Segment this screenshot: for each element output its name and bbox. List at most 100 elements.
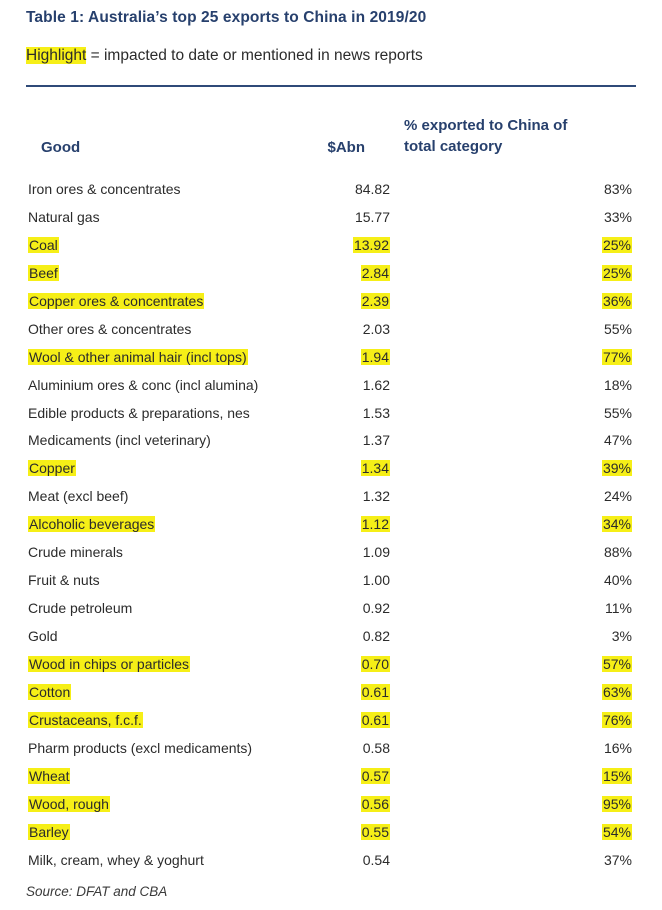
percent-cell: 36% xyxy=(602,293,632,309)
good-cell: Natural gas xyxy=(28,209,100,225)
value-cell: 1.94 xyxy=(361,349,390,365)
good-cell: Edible products & preparations, nes xyxy=(28,405,250,421)
percent-cell-text: 54% xyxy=(602,824,632,840)
good-cell: Wool & other animal hair (incl tops) xyxy=(28,349,248,365)
column-header-percent-line2: total category xyxy=(404,136,567,157)
value-cell-text: 0.61 xyxy=(361,712,390,728)
table-row: Copper 1.34 39% xyxy=(26,455,636,483)
value-cell-text: 1.53 xyxy=(363,405,390,421)
good-cell-text: Other ores & concentrates xyxy=(28,321,191,337)
table-row: Meat (excl beef) 1.32 24% xyxy=(26,483,636,511)
good-cell-text: Barley xyxy=(28,824,70,840)
table-row: Medicaments (incl veterinary) 1.37 47% xyxy=(26,427,636,455)
percent-cell: 76% xyxy=(602,712,632,728)
percent-cell: 15% xyxy=(602,768,632,784)
value-cell-text: 1.09 xyxy=(363,544,390,560)
good-cell: Meat (excl beef) xyxy=(28,488,128,504)
value-cell: 0.92 xyxy=(363,600,390,616)
value-cell: 1.53 xyxy=(363,405,390,421)
good-cell-text: Cotton xyxy=(28,684,71,700)
percent-cell-text: 11% xyxy=(605,600,632,616)
good-cell: Aluminium ores & conc (incl alumina) xyxy=(28,377,258,393)
good-cell-text: Crude petroleum xyxy=(28,600,132,616)
good-cell: Iron ores & concentrates xyxy=(28,181,181,197)
percent-cell-text: 15% xyxy=(602,768,632,784)
percent-cell: 3% xyxy=(612,628,632,644)
good-cell-text: Natural gas xyxy=(28,209,100,225)
good-cell: Crude petroleum xyxy=(28,600,132,616)
value-cell-text: 84.82 xyxy=(355,181,390,197)
good-cell-text: Wood, rough xyxy=(28,796,110,812)
value-cell: 1.09 xyxy=(363,544,390,560)
percent-cell: 16% xyxy=(604,740,632,756)
good-cell: Copper xyxy=(28,460,76,476)
percent-cell-text: 33% xyxy=(604,209,632,225)
value-cell: 0.82 xyxy=(363,628,390,644)
value-cell: 84.82 xyxy=(355,181,390,197)
table-row: Fruit & nuts 1.00 40% xyxy=(26,567,636,595)
value-cell-text: 2.84 xyxy=(361,265,390,281)
percent-cell: 39% xyxy=(602,460,632,476)
good-cell: Coal xyxy=(28,237,59,253)
percent-cell-text: 55% xyxy=(604,405,632,421)
value-cell: 0.58 xyxy=(363,740,390,756)
good-cell-text: Meat (excl beef) xyxy=(28,488,128,504)
highlight-swatch-label: Highlight xyxy=(26,47,86,64)
percent-cell: 54% xyxy=(602,824,632,840)
exports-table: Iron ores & concentrates 84.82 83% Natural … xyxy=(26,176,636,874)
value-cell: 15.77 xyxy=(355,209,390,225)
good-cell-text: Edible products & preparations, nes xyxy=(28,405,250,421)
good-cell-text: Aluminium ores & conc (incl alumina) xyxy=(28,377,258,393)
legend-description: = impacted to date or mentioned in news … xyxy=(86,47,422,64)
good-cell: Medicaments (incl veterinary) xyxy=(28,432,211,448)
column-header-percent-line1: % exported to China of xyxy=(404,115,567,136)
good-cell: Barley xyxy=(28,824,70,840)
value-cell: 1.37 xyxy=(363,432,390,448)
table-row: Aluminium ores & conc (incl alumina) 1.62… xyxy=(26,372,636,400)
good-cell-text: Pharm products (excl medicaments) xyxy=(28,740,252,756)
percent-cell-text: 88% xyxy=(604,544,632,560)
percent-cell-text: 83% xyxy=(604,181,632,197)
value-cell: 2.03 xyxy=(363,321,390,337)
value-cell-text: 1.94 xyxy=(361,349,390,365)
percent-cell-text: 39% xyxy=(602,460,632,476)
value-cell: 0.70 xyxy=(361,656,390,672)
good-cell: Milk, cream, whey & yoghurt xyxy=(28,852,204,868)
good-cell: Crude minerals xyxy=(28,544,123,560)
good-cell: Crustaceans, f.c.f. xyxy=(28,712,143,728)
good-cell-text: Coal xyxy=(28,237,59,253)
highlight-legend: Highlight = impacted to date or mentione… xyxy=(26,47,423,65)
percent-cell-text: 37% xyxy=(604,852,632,868)
percent-cell-text: 47% xyxy=(604,432,632,448)
good-cell-text: Gold xyxy=(28,628,58,644)
table-row: Natural gas 15.77 33% xyxy=(26,204,636,232)
good-cell: Copper ores & concentrates xyxy=(28,293,204,309)
table-row: Other ores & concentrates 2.03 55% xyxy=(26,316,636,344)
table-title: Table 1: Australia’s top 25 exports to C… xyxy=(26,9,426,27)
percent-cell-text: 57% xyxy=(602,656,632,672)
good-cell: Fruit & nuts xyxy=(28,572,100,588)
percent-cell: 25% xyxy=(602,237,632,253)
value-cell-text: 0.82 xyxy=(363,628,390,644)
value-cell: 0.54 xyxy=(363,852,390,868)
value-cell-text: 0.55 xyxy=(361,824,390,840)
percent-cell: 77% xyxy=(602,349,632,365)
percent-cell-text: 18% xyxy=(604,377,632,393)
value-cell-text: 13.92 xyxy=(353,237,390,253)
value-cell: 2.39 xyxy=(361,293,390,309)
good-cell: Wood in chips or particles xyxy=(28,656,190,672)
good-cell: Beef xyxy=(28,265,59,281)
percent-cell-text: 36% xyxy=(602,293,632,309)
good-cell: Wheat xyxy=(28,768,70,784)
percent-cell: 40% xyxy=(604,572,632,588)
good-cell-text: Alcoholic beverages xyxy=(28,516,155,532)
percent-cell-text: 55% xyxy=(604,321,632,337)
value-cell: 0.61 xyxy=(361,712,390,728)
value-cell-text: 0.61 xyxy=(361,684,390,700)
good-cell-text: Copper ores & concentrates xyxy=(28,293,204,309)
table-row: Alcoholic beverages 1.12 34% xyxy=(26,511,636,539)
value-cell-text: 0.58 xyxy=(363,740,390,756)
table-row: Crude minerals 1.09 88% xyxy=(26,539,636,567)
percent-cell-text: 95% xyxy=(602,796,632,812)
value-cell-text: 0.56 xyxy=(361,796,390,812)
